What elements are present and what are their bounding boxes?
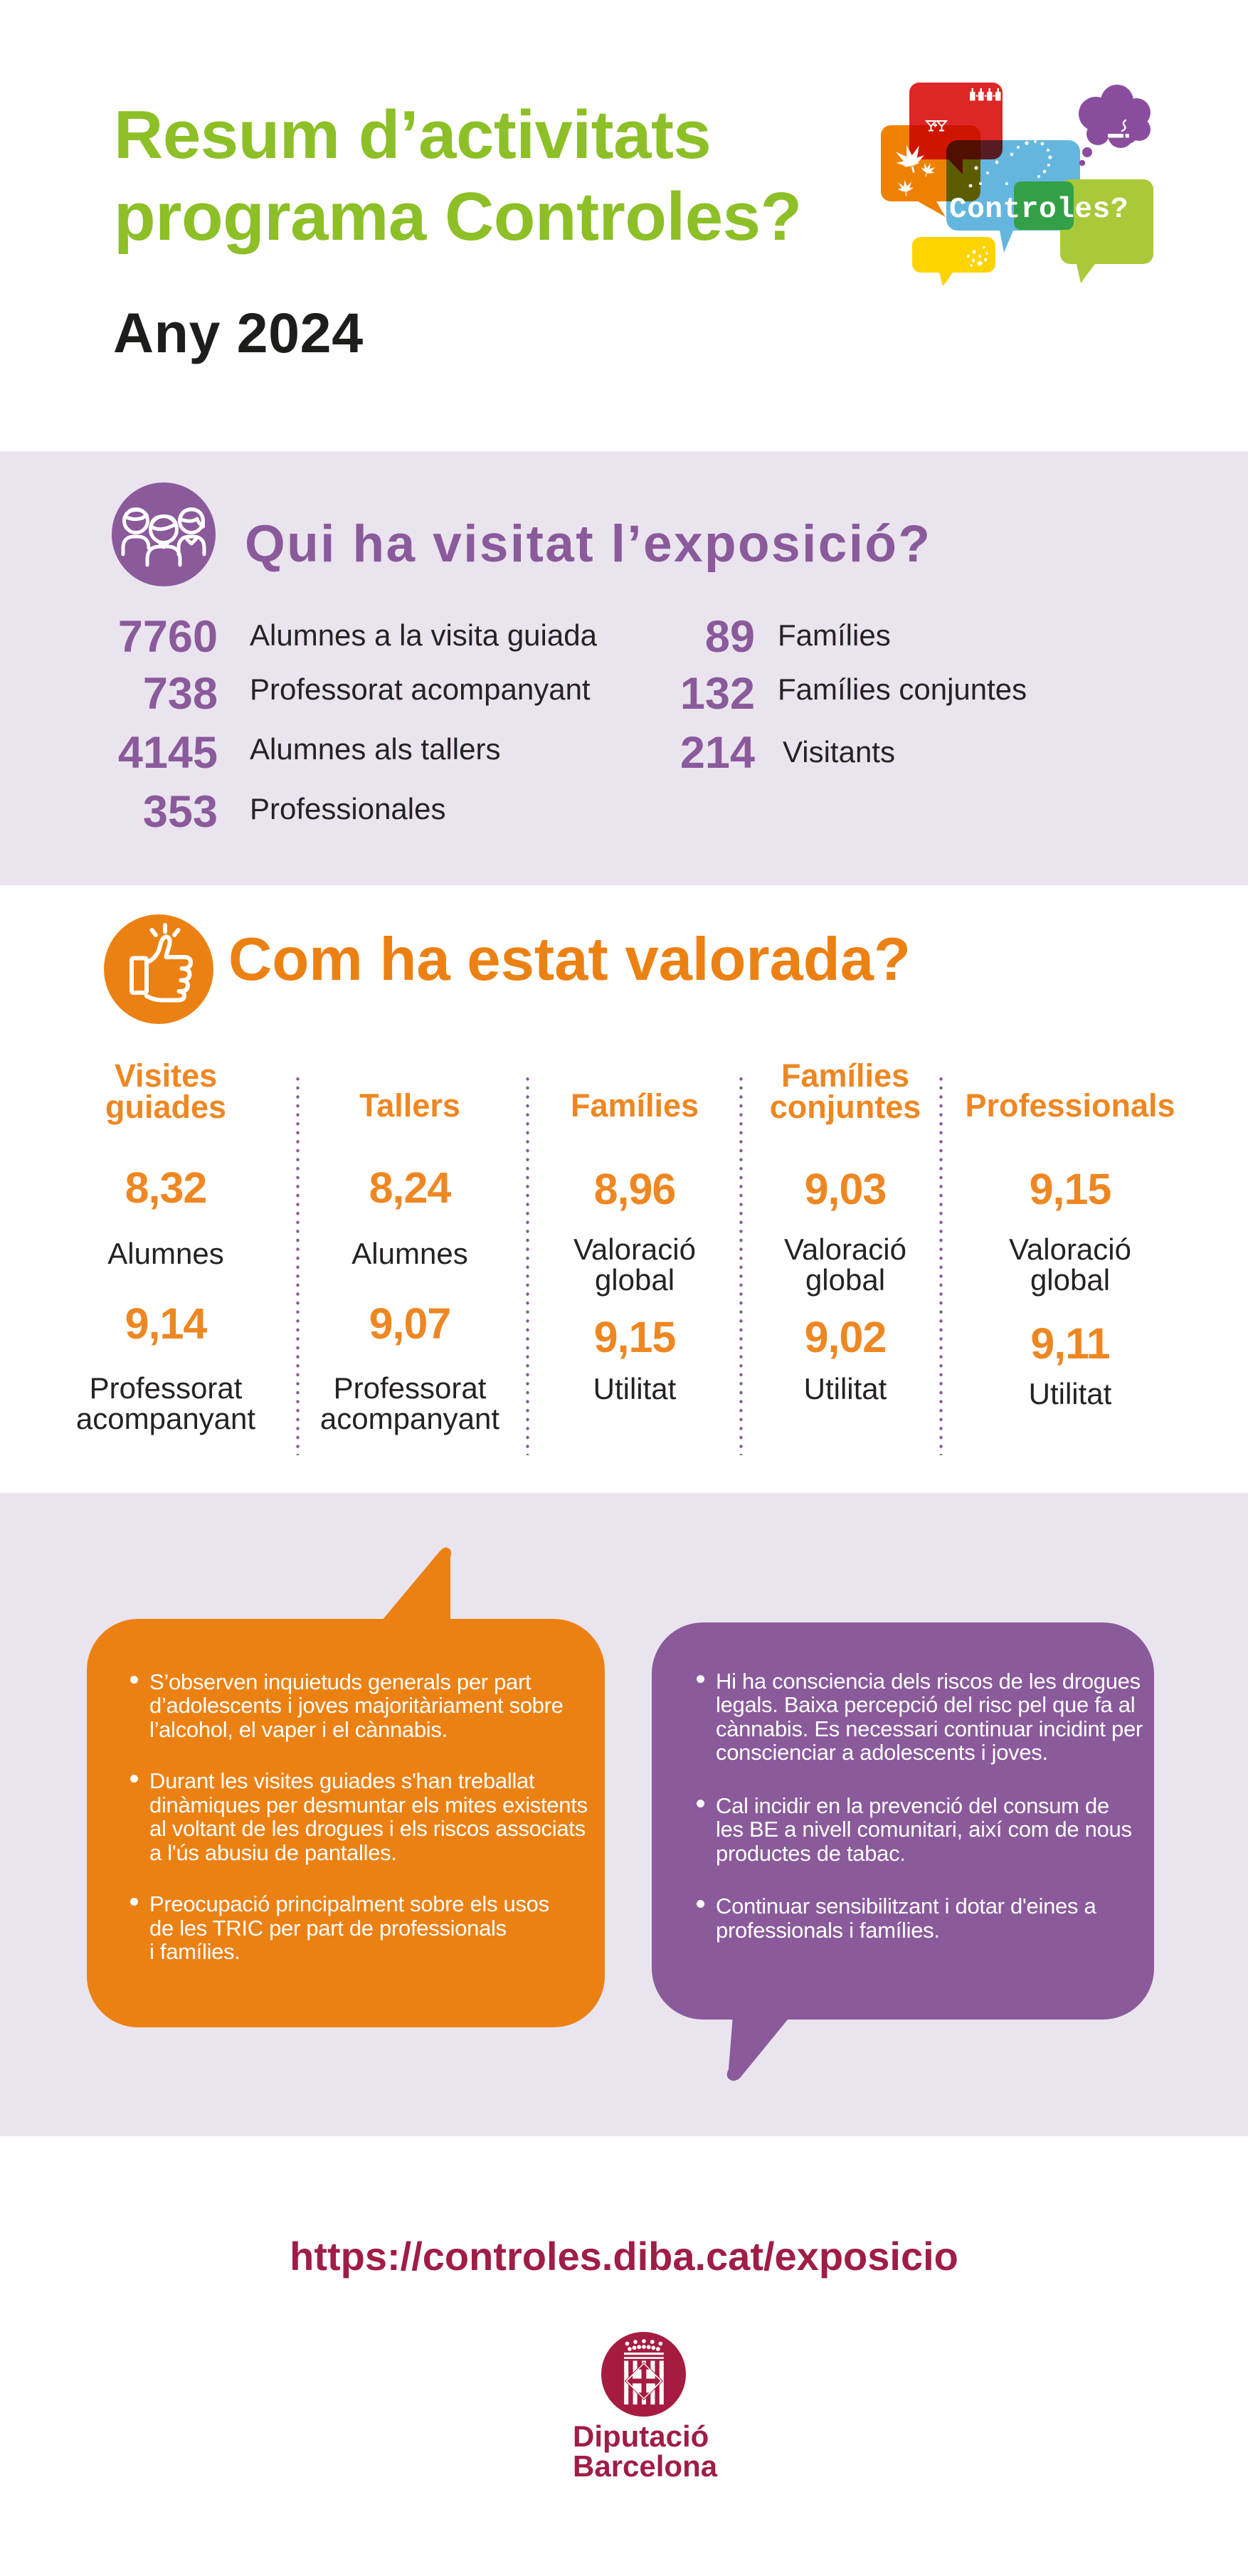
svg-text:Controles?: Controles? [949,194,1128,226]
